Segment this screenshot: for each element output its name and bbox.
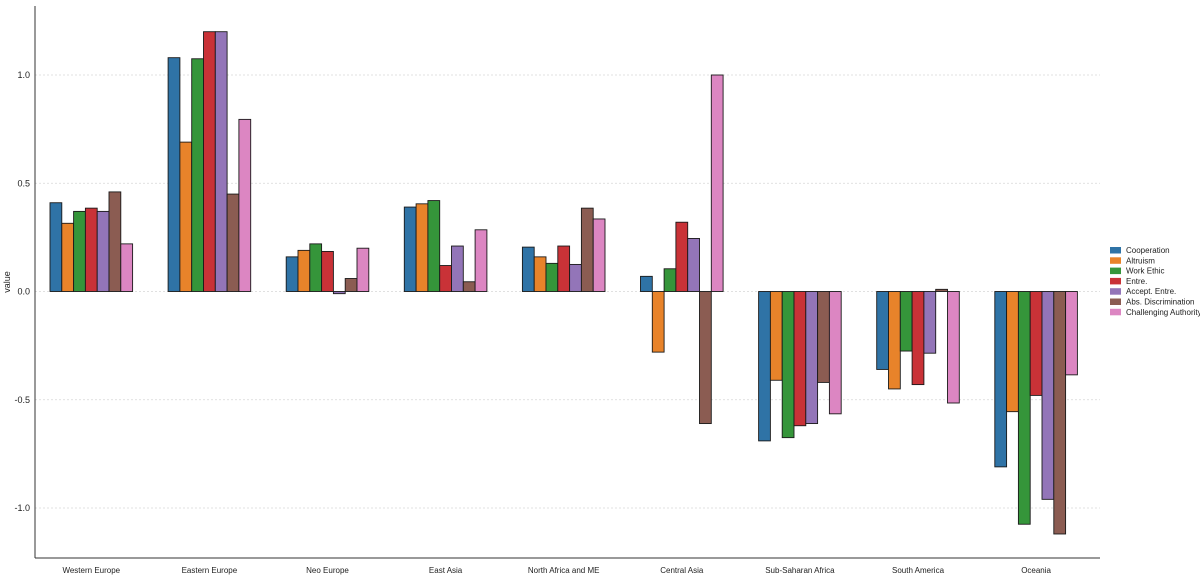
legend-swatch [1110, 298, 1121, 305]
bar-cooperation-3 [403, 206, 417, 292]
bar-challenging-authority-3 [474, 229, 488, 292]
y-tick-label: -0.5 [14, 395, 30, 405]
y-tick-label: 0.0 [17, 287, 30, 297]
bar-cooperation-6 [758, 291, 771, 442]
legend-swatch [1110, 277, 1121, 285]
legend-swatch [1110, 267, 1121, 275]
legend-swatch [1110, 247, 1121, 254]
bar-entre--6 [793, 291, 807, 427]
bars [49, 31, 1078, 535]
bar-challenging-authority-8 [1065, 291, 1078, 376]
legend-label: Cooperation [1126, 246, 1170, 255]
bar-abs-discrimination-3 [462, 281, 476, 292]
bar-cooperation-7 [876, 291, 889, 370]
legend-label: Accept. Entre. [1126, 287, 1176, 296]
bar-challenging-authority-4 [592, 218, 606, 292]
bar-accept-entre--4 [569, 263, 582, 292]
category-label: South America [892, 566, 945, 575]
bar-entre--1 [203, 31, 216, 292]
bar-cooperation-4 [521, 246, 535, 292]
legend-label: Entre. [1126, 277, 1147, 286]
y-axis-title: value [2, 271, 12, 293]
category-label: East Asia [429, 566, 463, 575]
bar-work-ethic-4 [545, 262, 559, 292]
category-label: Neo Europe [306, 566, 349, 575]
y-tick-label: -1.0 [14, 503, 30, 513]
bar-abs-discrimination-6 [817, 291, 830, 383]
bar-work-ethic-7 [899, 291, 913, 352]
bar-abs-discrimination-2 [344, 278, 358, 292]
legend-swatch [1110, 308, 1121, 316]
bar-altruism-4 [533, 256, 547, 292]
bar-cooperation-8 [994, 291, 1008, 468]
bar-entre--2 [321, 250, 334, 292]
bar-altruism-1 [179, 141, 193, 292]
bar-altruism-8 [1006, 291, 1019, 413]
bar-challenging-authority-5 [710, 74, 724, 292]
bar-entre--3 [439, 265, 452, 292]
category-label: Western Europe [62, 566, 120, 575]
bar-altruism-6 [769, 291, 783, 381]
legend-swatch [1110, 288, 1121, 295]
category-label: North Africa and ME [528, 566, 600, 575]
category-labels: Western Europe Eastern Europe Neo Europe Ea… [62, 566, 1051, 575]
category-label: Oceania [1021, 566, 1051, 575]
bar-altruism-7 [888, 291, 901, 390]
bar-entre--0 [84, 207, 98, 292]
bar-work-ethic-6 [781, 291, 795, 439]
category-label: Sub-Saharan Africa [765, 566, 835, 575]
bar-abs-discrimination-1 [226, 193, 240, 292]
legend-label: Abs. Discrimination [1126, 298, 1194, 307]
axes: value [2, 6, 1100, 559]
bar-accept-entre--0 [96, 210, 110, 292]
bar-cooperation-5 [640, 275, 653, 292]
bar-altruism-5 [651, 291, 665, 353]
bar-accept-entre--8 [1041, 291, 1055, 500]
bar-entre--5 [675, 221, 689, 292]
bar-work-ethic-8 [1017, 291, 1031, 525]
bar-cooperation-2 [285, 256, 299, 292]
bar-work-ethic-2 [309, 243, 323, 292]
bar-challenging-authority-6 [828, 291, 842, 415]
bar-altruism-2 [297, 249, 311, 292]
bar-altruism-3 [415, 203, 429, 292]
bar-altruism-0 [61, 222, 75, 292]
category-label: Central Asia [660, 566, 704, 575]
bar-challenging-authority-1 [238, 118, 252, 292]
bar-work-ethic-3 [427, 200, 441, 292]
bar-accept-entre--7 [923, 291, 937, 354]
bar-abs-discrimination-8 [1053, 291, 1067, 535]
bar-abs-discrimination-7 [935, 288, 948, 292]
bar-challenging-authority-7 [947, 291, 960, 404]
bar-accept-entre--5 [687, 238, 700, 292]
y-tick-label: 0.5 [17, 178, 30, 188]
bar-accept-entre--3 [451, 245, 464, 292]
y-tick-label: 1.0 [17, 70, 30, 80]
bar-accept-entre--6 [805, 291, 819, 425]
bar-work-ethic-5 [663, 268, 677, 292]
bar-abs-discrimination-4 [580, 207, 594, 292]
bar-work-ethic-0 [73, 210, 86, 292]
bar-entre--4 [557, 245, 571, 292]
bar-cooperation-0 [49, 202, 63, 292]
legend-label: Challenging Authority [1126, 308, 1200, 317]
bar-abs-discrimination-0 [108, 191, 122, 292]
bar-work-ethic-1 [191, 58, 204, 292]
legend-label: Altruism [1126, 256, 1155, 265]
legend-label: Work Ethic [1126, 267, 1165, 276]
y-tick-labels: -1.0 -0.5 0.0 0.5 1.0 [14, 70, 30, 513]
bar-entre--8 [1029, 291, 1043, 396]
bar-entre--7 [911, 291, 925, 386]
bar-accept-entre--2 [332, 291, 346, 295]
bar-cooperation-1 [167, 57, 181, 292]
category-label: Eastern Europe [182, 566, 238, 575]
bar-abs-discrimination-5 [699, 291, 712, 425]
bar-challenging-authority-0 [120, 243, 134, 292]
legend-swatch [1110, 257, 1121, 264]
bar-challenging-authority-2 [356, 247, 370, 292]
bar-accept-entre--1 [214, 31, 228, 292]
